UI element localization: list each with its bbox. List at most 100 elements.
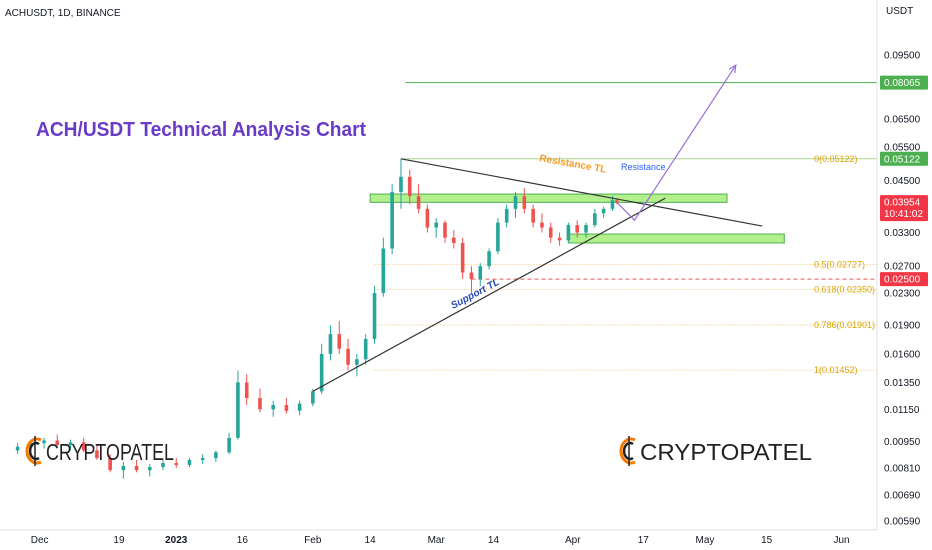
candle-body [540,222,544,228]
candle-body [575,225,579,233]
candle-body [601,208,606,214]
candle-body [531,208,535,223]
price-tag: 0.05122 [880,151,928,166]
candle-body [134,466,139,471]
candle-body [593,213,597,226]
symbol-header: ACHUSDT, 1D, BINANCE [5,8,121,19]
candle-body [390,192,394,249]
currency-label: USDT [886,6,913,17]
y-tick-label: 0.06500 [884,114,921,125]
price-tag-box [880,75,928,90]
x-tick-label: 15 [761,535,773,546]
price-tag-countdown: 10:41:02 [884,209,923,220]
candle-body [121,466,126,471]
y-tick-label: 0.09500 [884,51,921,62]
x-tick-label: 14 [365,535,377,546]
x-tick-label: 14 [488,535,500,546]
candle-body [271,404,275,410]
candle-body [328,334,333,354]
x-tick-label: 19 [113,535,125,546]
support-resistance-zone [567,233,785,244]
candle-body [161,462,165,468]
projection-path [616,64,737,222]
price-tag-value: 0.02500 [884,275,921,286]
candle-body [15,446,20,451]
y-tick-label: 0.05500 [884,142,921,153]
y-tick-label: 0.00690 [884,490,921,501]
candle-body [434,222,439,228]
candle-body [615,200,619,203]
x-tick-label: 16 [237,535,249,546]
candle-body [381,248,386,294]
x-tick-label: Dec [31,535,49,546]
price-axis[interactable]: 0.095000.065000.055000.045000.039000.033… [884,51,921,528]
candle-body [513,196,518,209]
candle-body [284,404,289,411]
price-tag-box [880,195,928,222]
candle-body [557,237,562,241]
candle-body [399,176,403,193]
candle-body [469,272,474,280]
x-tick-label: 17 [638,535,650,546]
candle-body [187,460,192,466]
fib-label: 0(0.05122) [814,154,858,164]
x-tick-label: Mar [428,535,446,546]
fib-label: 0.5(0.02727) [814,259,865,269]
logo-left-text: CRYPTOPATEL [46,439,174,465]
candle-body [148,467,152,471]
candle-body [297,403,302,411]
price-tag-value: 0.03954 [884,198,921,209]
candle-body [363,338,368,360]
candle-body [425,208,430,228]
fib-label: 0.618(0.02350) [814,284,875,294]
candle-body [319,353,324,392]
logo-right-text: CRYPTOPATEL [640,439,812,465]
price-tag-box [880,151,928,166]
y-tick-label: 0.04500 [884,176,921,187]
candle-body [68,442,73,445]
price-tag-box [880,272,928,287]
candle-body [584,225,588,233]
resistance-label: Resistance [621,162,666,172]
support-trendline [312,197,666,392]
price-tag-value: 0.08065 [884,78,921,89]
candle-body [200,458,205,461]
candle-body [174,462,179,466]
candle-body [108,458,112,471]
candle-body [42,440,46,444]
candle-body [460,242,465,273]
y-tick-label: 0.02300 [884,289,921,300]
candle-body [407,176,412,197]
candle-body [487,251,491,267]
logo-left: CRYPTOPATEL [25,436,174,466]
candle-body [95,450,99,459]
y-tick-label: 0.01350 [884,378,921,389]
x-tick-label: 2023 [165,535,188,546]
candle-body [610,200,615,209]
candle-body [346,348,350,365]
candle-body [504,208,509,223]
candle-body [372,293,377,339]
fib-layer: 0(0.05122) 0.5(0.02727) 0.618(0.02350) 0.78… [374,154,877,375]
candle-body [478,266,483,280]
candle-body [258,398,262,410]
chart-title: ACH/USDT Technical Analysis Chart [36,119,366,141]
y-tick-label: 0.01600 [884,349,921,360]
price-tag: 0.08065 [880,75,928,90]
time-axis[interactable]: Dec 19 2023 16 Feb 14 Mar 14 Apr 17 May 15 Jun [31,535,850,546]
y-tick-label: 0.01150 [884,405,920,416]
candle-body [244,382,249,399]
fib-label: 1(0.01452) [814,365,858,375]
x-tick-label: Jun [834,535,850,546]
y-tick-label: 0.02700 [884,262,921,273]
price-tag-value: 0.05122 [884,154,921,165]
candle-body [337,334,342,349]
candle-body [55,440,60,445]
y-tick-label: 0.01900 [884,321,921,332]
y-tick-label: 0.00590 [884,517,921,528]
y-tick-label: 0.00950 [884,437,921,448]
